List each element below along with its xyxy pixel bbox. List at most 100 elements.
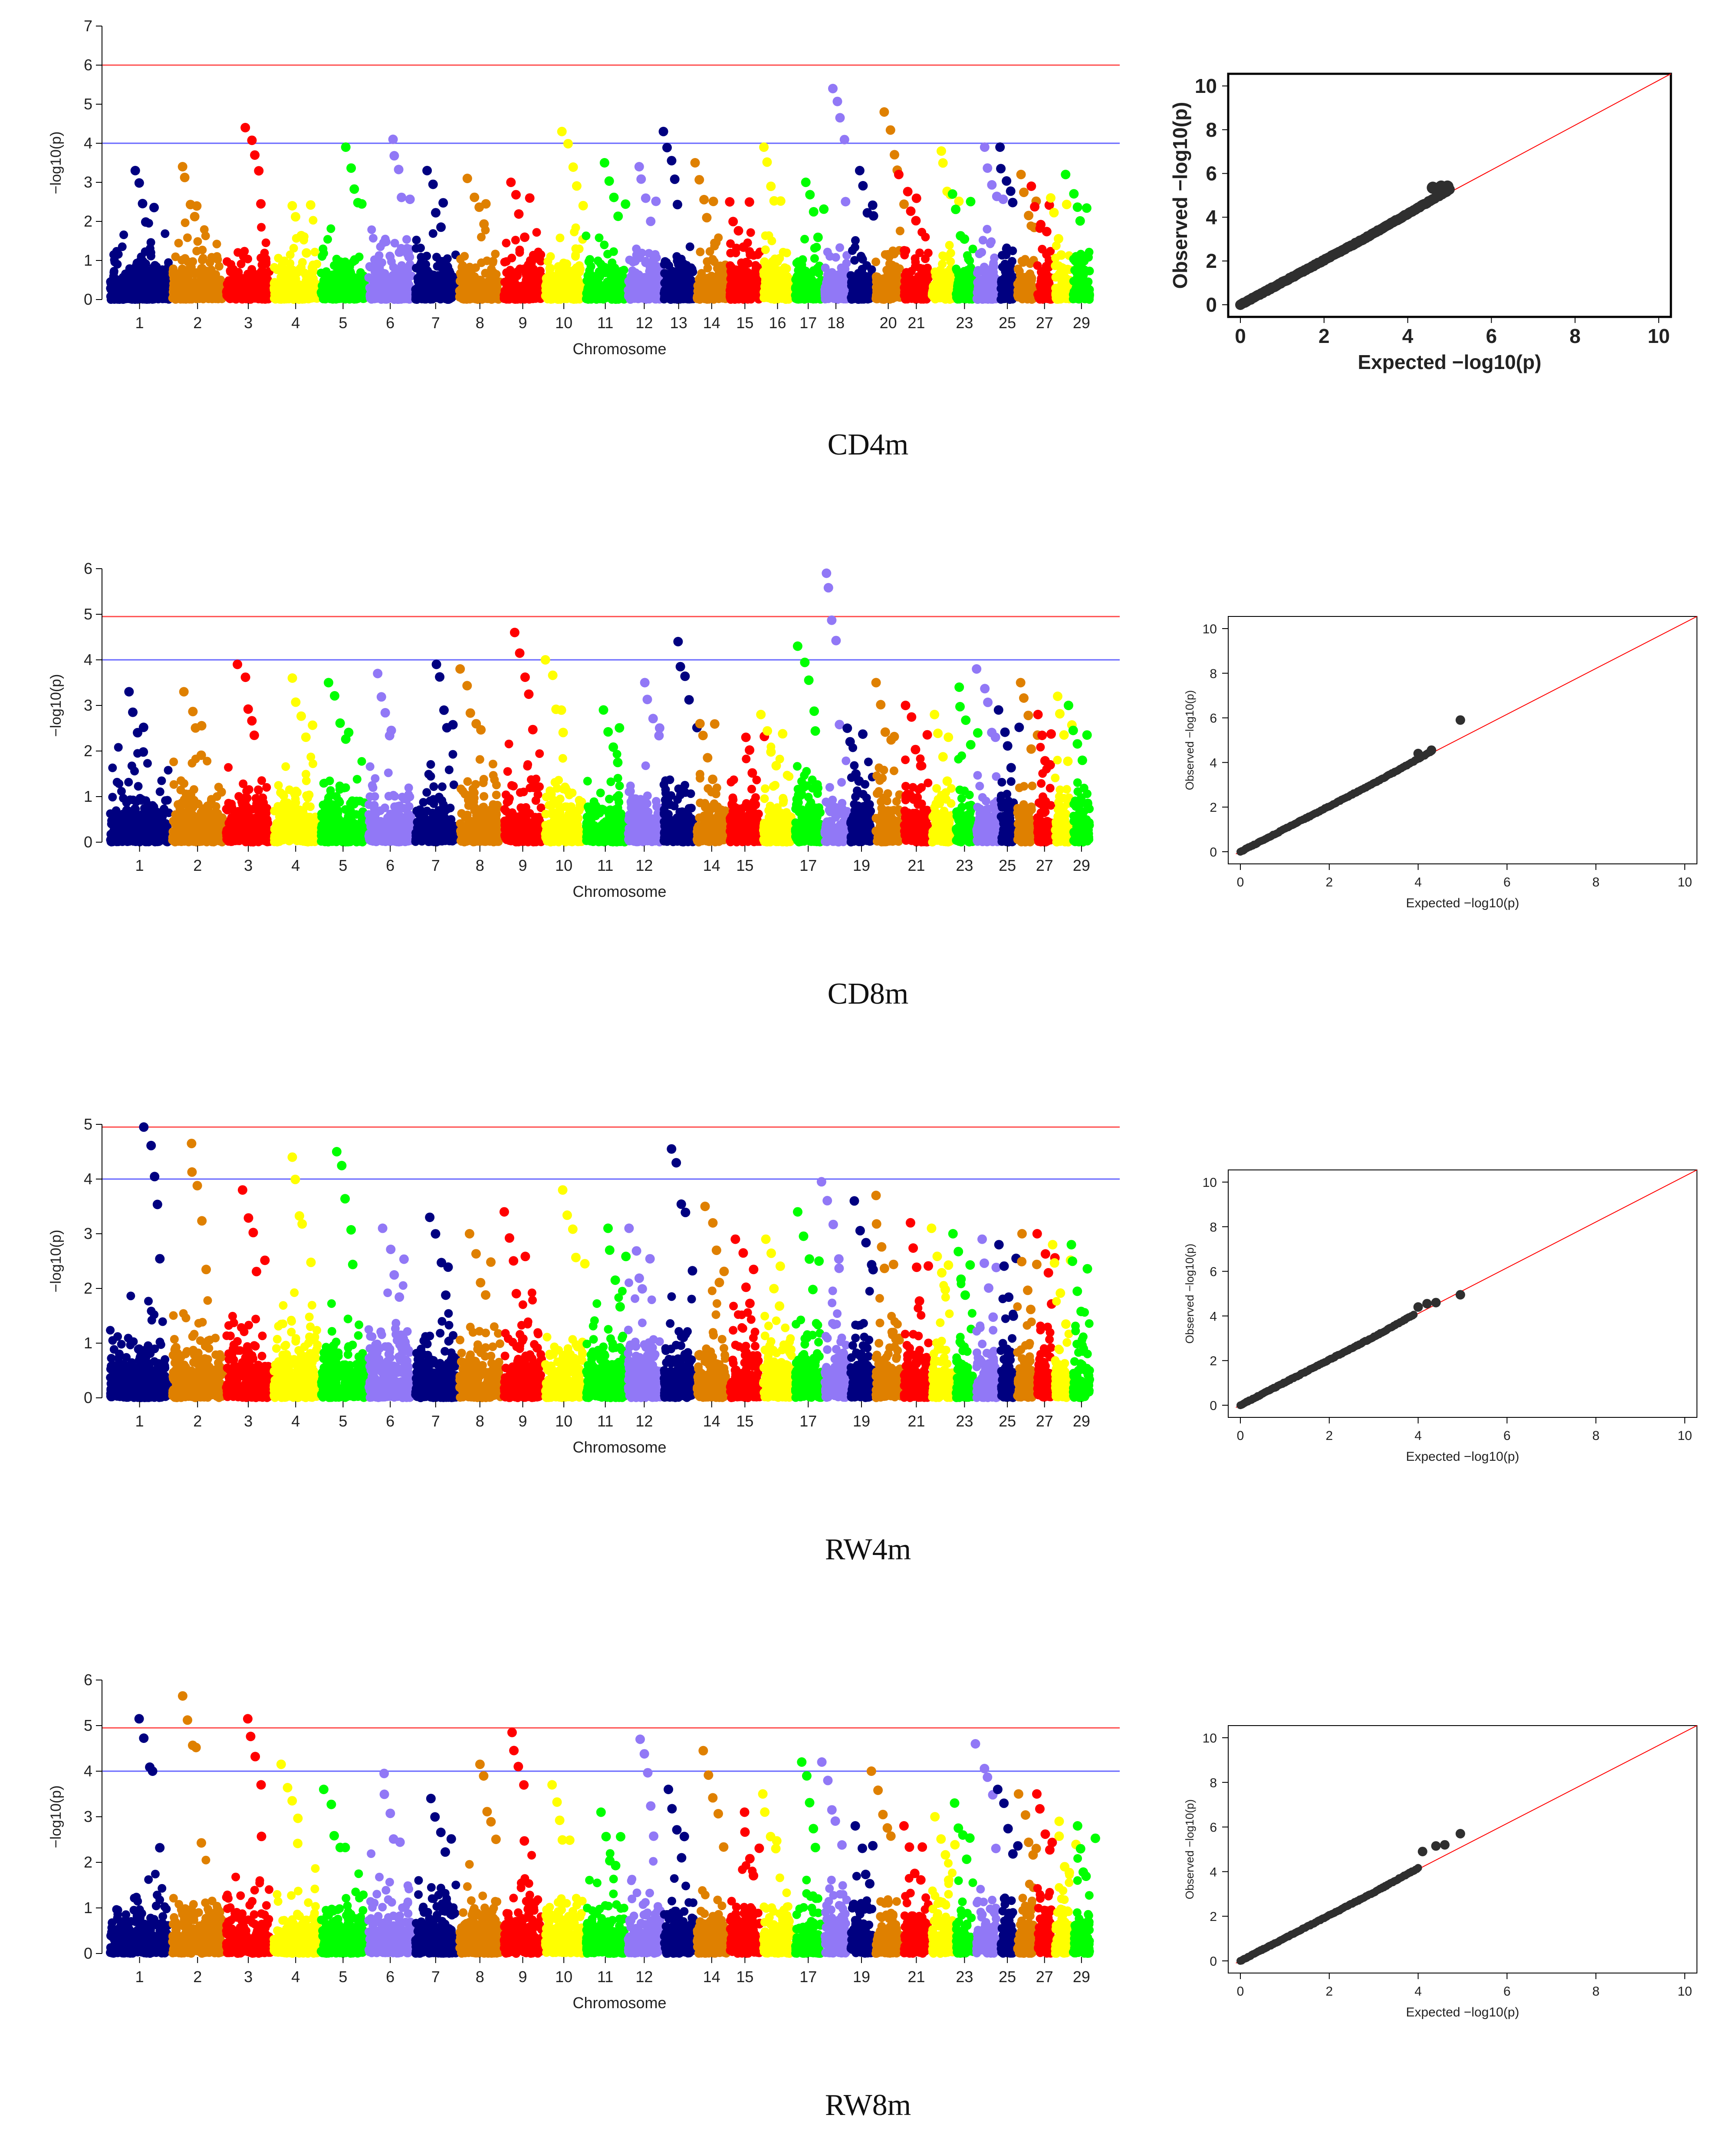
x-tick-label: 12 [635, 1412, 653, 1430]
qq-x-tick-label: 0 [1237, 875, 1244, 889]
qq-x-tick-label: 0 [1235, 325, 1246, 347]
chromosome-points-8 [455, 664, 505, 847]
x-tick-label: 17 [799, 1968, 817, 1986]
chromosome-points-6 [364, 1769, 416, 1958]
qq-x-tick-label: 2 [1325, 1429, 1333, 1443]
x-tick-label: 25 [999, 1968, 1016, 1986]
x-tick-label: 8 [476, 857, 484, 874]
panel-cd8m: 0 1 2 3 4 5 6 −log10(p) 1 2 3 4 5 6 7 8 9 10 11 12 14 15 17 19 2… [0, 543, 1736, 1055]
x-tick-label: 9 [518, 857, 527, 874]
panel-rw8m: 0 1 2 3 4 5 6 −log10(p) 1 2 3 4 5 6 7 8 9 10 11 12 14 15 17 19 2… [0, 1654, 1736, 2138]
chromosome-points-29 [1061, 170, 1094, 304]
x-tick-label: 8 [476, 1968, 484, 1986]
x-tick-label: 5 [339, 857, 347, 874]
x-tick-label: 20 [880, 314, 897, 332]
chromosome-points-16 [756, 710, 796, 847]
qq-x-tick-label: 10 [1647, 325, 1670, 347]
chromosome-points-22 [927, 146, 964, 304]
chromosome-points-10 [541, 1185, 590, 1402]
x-tick-label: 27 [1036, 1968, 1053, 1986]
x-axis-label: Chromosome [572, 1994, 666, 2012]
qq-x-tick-label: 10 [1677, 875, 1692, 889]
x-tick-label: 4 [291, 314, 300, 332]
qq-x-axis-label: Expected −log10(p) [1358, 351, 1541, 373]
qq-plot-rw4m: 0 0 2 2 4 4 6 6 8 8 10 10 Expected −log10(p) Observed… [1183, 1169, 1697, 1464]
qq-y-tick-label: 4 [1210, 756, 1217, 770]
x-tick-label: 25 [999, 314, 1016, 332]
x-tick-label: 12 [635, 314, 653, 332]
x-tick-label: 9 [518, 314, 527, 332]
chromosome-points-3 [222, 1185, 275, 1402]
x-tick-label: 2 [193, 314, 202, 332]
chromosome-points-21 [894, 170, 933, 304]
x-tick-label: 17 [799, 1412, 817, 1430]
x-tick-label: 2 [193, 1412, 202, 1430]
y-axis-label: −log10(p) [48, 1230, 64, 1293]
x-tick-label: 17 [799, 857, 817, 874]
y-tick-label: 7 [84, 17, 92, 35]
chromosome-points-18 [817, 1757, 852, 1958]
x-tick-label: 15 [736, 1968, 753, 1986]
y-tick-label: 1 [84, 1899, 92, 1917]
chromosome-points-4 [270, 1759, 322, 1958]
chromosome-points-17 [791, 1207, 825, 1402]
x-tick-label: 19 [853, 1412, 870, 1430]
qq-x-tick-label: 10 [1677, 1984, 1692, 1999]
x-tick-label: 27 [1036, 1412, 1053, 1430]
chromosome-points-18 [816, 1177, 852, 1402]
x-tick-label: 29 [1073, 314, 1090, 332]
qq-x-tick-label: 8 [1592, 1429, 1600, 1443]
x-tick-label: 6 [386, 857, 395, 874]
x-axis-label: Chromosome [572, 340, 666, 358]
x-tick-label: 23 [956, 1968, 973, 1986]
chromosome-points-28 [1046, 193, 1074, 304]
qq-x-tick-label: 10 [1677, 1429, 1692, 1443]
chromosome-points-22 [927, 1812, 960, 1958]
y-tick-label: 6 [84, 560, 92, 577]
chromosome-points-15 [725, 197, 764, 304]
qq-y-tick-label: 0 [1210, 1399, 1217, 1413]
y-tick-label: 0 [84, 1944, 92, 1962]
x-tick-label: 5 [339, 1412, 347, 1430]
x-tick-label: 17 [799, 314, 817, 332]
x-tick-label: 10 [555, 1412, 572, 1430]
chromosome-points-24 [970, 1739, 1002, 1958]
qq-points [1235, 180, 1455, 310]
chromosome-points-13 [659, 637, 702, 847]
chromosome-points-5 [317, 1147, 370, 1402]
chromosome-points-7 [411, 166, 460, 304]
x-tick-label: 4 [291, 1412, 300, 1430]
x-tick-label: 25 [999, 857, 1016, 874]
qq-y-tick-label: 4 [1206, 206, 1217, 228]
chromosome-points-2 [168, 1691, 227, 1958]
chromosome-points-12 [624, 1734, 665, 1958]
qq-y-tick-label: 10 [1195, 75, 1217, 97]
y-tick-label: 5 [84, 95, 92, 113]
y-axis-label: −log10(p) [48, 1786, 64, 1848]
x-tick-label: 9 [518, 1412, 527, 1430]
y-tick-label: 3 [84, 1808, 92, 1825]
y-tick-label: 3 [84, 696, 92, 714]
chromosome-points-22 [927, 1223, 957, 1402]
panel-caption: RW4m [738, 1532, 998, 1567]
chromosome-points-20 [866, 1766, 905, 1958]
x-tick-label: 8 [476, 314, 484, 332]
y-tick-label: 1 [84, 251, 92, 269]
qq-y-tick-label: 8 [1206, 119, 1217, 141]
chromosome-points-24 [972, 142, 1008, 304]
qq-y-axis-label: Observed −log10(p) [1169, 102, 1191, 289]
y-tick-label: 2 [84, 212, 92, 230]
y-tick-label: 5 [84, 1716, 92, 1734]
chromosome-points-10 [541, 127, 588, 304]
qq-plot-frame [1228, 616, 1697, 864]
y-tick-label: 4 [84, 651, 92, 669]
chromosome-points-19 [842, 723, 877, 847]
chromosome-points-14 [693, 1202, 731, 1402]
x-tick-label: 14 [703, 314, 720, 332]
qq-plot-frame [1228, 1169, 1697, 1418]
chromosome-points-5 [317, 678, 370, 847]
chromosome-points-6 [364, 135, 416, 304]
chromosome-points-16 [758, 1789, 796, 1958]
qq-x-tick-label: 2 [1318, 325, 1330, 347]
